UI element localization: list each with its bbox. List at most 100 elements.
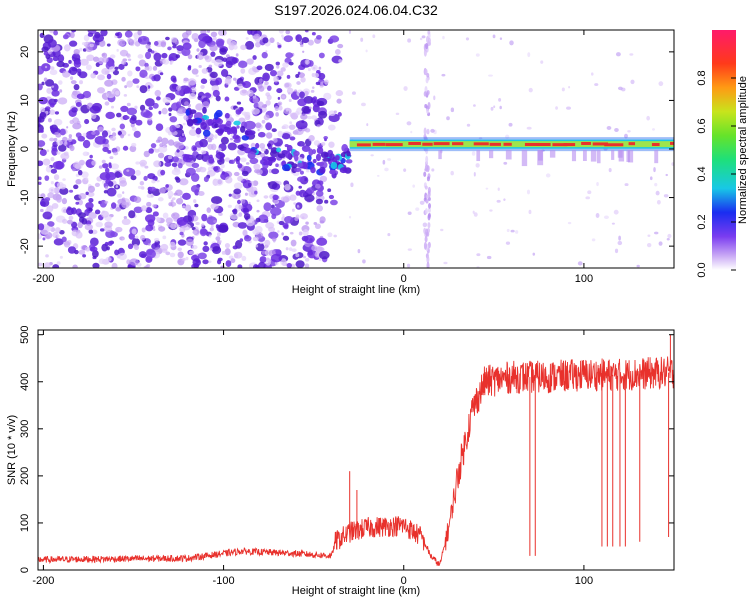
spectrogram-point xyxy=(443,261,448,265)
spectrogram-point xyxy=(84,119,90,125)
spectrogram-point xyxy=(419,37,423,41)
spectrogram-point xyxy=(211,246,222,254)
spectrogram-point xyxy=(134,37,138,42)
spectrogram-point xyxy=(105,256,112,262)
spectrogram-point xyxy=(144,62,149,68)
spectrogram-point xyxy=(636,264,640,268)
spectrogram-point xyxy=(69,189,74,193)
spectrogram-point xyxy=(85,191,89,196)
spectrogram-point xyxy=(235,53,239,57)
spectrogram-point xyxy=(38,140,46,147)
spectrogram-point xyxy=(256,65,263,71)
spectrogram-point xyxy=(475,53,480,57)
spectrogram-point xyxy=(555,106,558,110)
spectrogram-point xyxy=(82,151,89,157)
spectrogram-point xyxy=(111,127,116,132)
spectrogram-point xyxy=(51,203,59,209)
spectrogram-point xyxy=(240,67,246,74)
spectrogram-point xyxy=(191,162,200,169)
spectrogram-trend-point xyxy=(282,164,290,172)
spectrogram-point xyxy=(265,122,273,131)
spectrogram-point xyxy=(266,85,272,91)
spectrogram-point xyxy=(49,125,54,130)
spectrogram-point xyxy=(38,262,43,267)
spectrogram-point xyxy=(176,45,184,51)
spectrogram-point xyxy=(472,210,475,214)
spectrogram-point xyxy=(38,181,42,186)
spectrogram-point xyxy=(239,238,244,242)
spectrogram-point xyxy=(143,265,148,268)
spectrogram-point xyxy=(217,257,223,262)
spectrogram-point xyxy=(230,258,236,264)
spectrogram-point xyxy=(233,195,236,198)
spectrogram-point xyxy=(348,215,352,219)
spectrogram-point xyxy=(302,255,307,259)
spectrogram-point xyxy=(224,242,231,249)
spectrogram-point xyxy=(395,112,400,116)
snr-ytick-label: 400 xyxy=(19,373,31,391)
band-artifact xyxy=(521,150,528,167)
spectrogram-point xyxy=(195,221,200,226)
band-core xyxy=(552,143,568,147)
spectrogram-point xyxy=(252,229,260,235)
spectrogram-point xyxy=(289,231,294,235)
spectrogram-point xyxy=(275,112,279,117)
spectrogram-point xyxy=(274,105,279,112)
spectrogram-point xyxy=(160,41,167,48)
spectrogram-point xyxy=(216,40,224,48)
spectrogram-point xyxy=(433,95,436,101)
spectrogram-trend-point xyxy=(329,169,337,175)
spectrogram-point xyxy=(49,102,55,108)
spectrogram-point xyxy=(211,196,223,205)
spectrogram-point xyxy=(294,89,298,93)
spectrogram-point xyxy=(208,234,212,238)
spectrogram-point xyxy=(123,216,127,220)
spectrogram-point xyxy=(100,210,109,218)
spectrogram-trend-point xyxy=(294,167,302,173)
colorbar-scale xyxy=(712,30,736,270)
spectrogram-point xyxy=(606,126,612,130)
spectrogram-point xyxy=(271,168,280,175)
spectrogram-point xyxy=(328,141,335,148)
spectrogram-point xyxy=(244,192,248,196)
spectrogram-point xyxy=(69,145,75,152)
spectrogram-point xyxy=(181,257,186,262)
spectrogram-point xyxy=(286,87,294,95)
spectrogram-point xyxy=(175,101,182,108)
spectrogram-stripe-point xyxy=(425,194,429,199)
spectrogram-stripe-point xyxy=(423,171,427,177)
spectrogram-trend-point xyxy=(277,153,286,159)
spectrogram-point xyxy=(198,65,202,68)
spectrogram-point xyxy=(235,156,241,162)
spectrogram-point xyxy=(285,109,289,112)
spectrogram-point xyxy=(68,59,72,64)
spectrogram-point xyxy=(62,178,66,181)
spectrogram-point xyxy=(171,162,178,168)
spectrogram-point xyxy=(68,69,72,74)
spectrogram-point xyxy=(106,73,112,80)
spectrogram-point xyxy=(238,212,243,217)
spectrogram-trend-point xyxy=(341,144,349,153)
spectrogram-point xyxy=(151,179,156,184)
spectrogram-point xyxy=(126,169,130,172)
spectrogram-point xyxy=(212,89,220,98)
spectrogram-point xyxy=(187,54,193,60)
spectrogram-point xyxy=(59,187,69,195)
spectrogram-point xyxy=(100,228,105,232)
spectrogram-ytick-label: 10 xyxy=(19,94,31,106)
spectrogram-point xyxy=(84,246,91,252)
spectrogram-point xyxy=(262,104,268,109)
band-artifact xyxy=(537,150,544,166)
spectrogram-point xyxy=(304,263,310,268)
spectrogram-point xyxy=(82,132,87,137)
spectrogram-point xyxy=(365,49,368,53)
spectrogram-point xyxy=(181,32,189,39)
spectrogram-point xyxy=(148,148,154,154)
spectrogram-point xyxy=(188,65,192,69)
spectrogram-point xyxy=(307,67,311,72)
spectrogram-point xyxy=(241,170,249,177)
spectrogram-point xyxy=(624,183,629,187)
spectrogram-trend-point xyxy=(319,166,326,174)
spectrogram-point xyxy=(224,96,230,102)
spectrogram-point xyxy=(43,262,51,268)
